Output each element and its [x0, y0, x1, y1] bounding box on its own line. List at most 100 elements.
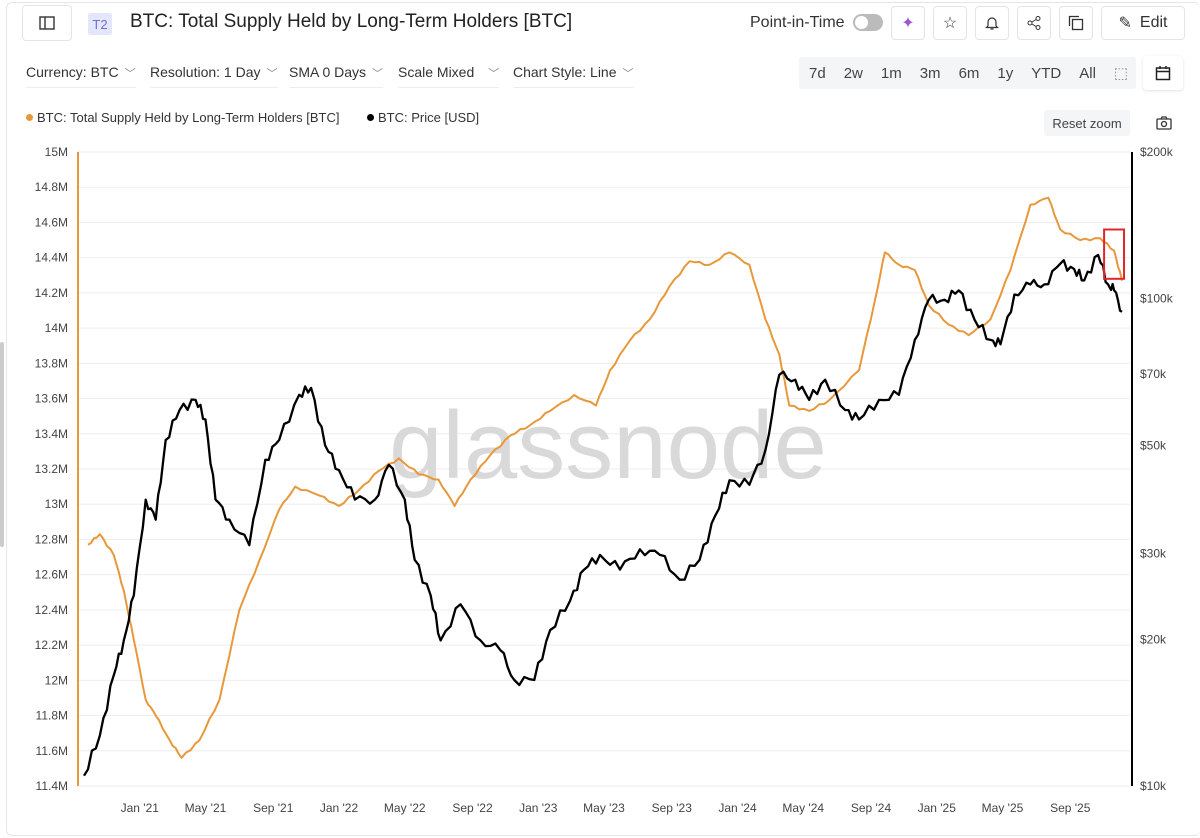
left-axis-tick-label: 11.6M: [36, 744, 68, 758]
sparkle-icon: ✦: [901, 15, 915, 32]
x-axis-tick-label: Sep '24: [851, 801, 892, 815]
screenshot-button[interactable]: [1150, 110, 1178, 136]
share-icon: [1027, 16, 1041, 30]
highlight-box: [1103, 228, 1126, 280]
left-axis-tick-label: 12.4M: [35, 603, 68, 617]
range-ytd[interactable]: YTD: [1031, 64, 1062, 82]
x-axis-tick-label: May '22: [384, 801, 426, 815]
scale-label: Scale Mixed: [398, 64, 475, 80]
left-axis-tick-label: 13.2M: [35, 462, 68, 476]
x-axis-tick-label: May '23: [583, 801, 625, 815]
sidebar-toggle-button[interactable]: [22, 5, 72, 41]
right-axis-tick-label: $50k: [1140, 438, 1167, 452]
left-axis-tick-label: 11.4M: [36, 779, 68, 793]
alert-button[interactable]: [975, 6, 1009, 40]
right-axis-tick-label: $10k: [1140, 779, 1167, 793]
range-3m[interactable]: 3m: [919, 64, 941, 82]
legend-item-lth-supply[interactable]: BTC: Total Supply Held by Long-Term Hold…: [26, 110, 340, 125]
currency-dropdown[interactable]: Currency: BTC ﹀: [26, 64, 136, 88]
resolution-label: Resolution: 1 Day: [150, 64, 261, 80]
currency-label: Currency: BTC: [26, 64, 119, 80]
legend-dot: [26, 114, 33, 121]
chevron-down-icon: ﹀: [124, 68, 136, 80]
x-axis-tick-label: May '24: [782, 801, 824, 815]
chart-style-dropdown[interactable]: Chart Style: Line ﹀: [513, 64, 634, 88]
legend-dot: [367, 114, 374, 121]
x-axis-tick-label: Jan '24: [718, 801, 757, 815]
lth-supply-line: [87, 196, 1123, 759]
point-in-time-toggle[interactable]: [853, 14, 883, 31]
chevron-down-icon: ﹀: [266, 68, 278, 80]
sma-label: SMA 0 Days: [289, 64, 367, 80]
right-axis-tick-label: $100k: [1140, 292, 1174, 306]
range-1m[interactable]: 1m: [880, 64, 902, 82]
btc-price-line: [83, 253, 1123, 777]
x-axis-tick-label: Jan '23: [519, 801, 558, 815]
left-axis-tick-label: 13.4M: [35, 427, 68, 441]
time-range-selector: 7d 2w 1m 3m 6m 1y YTD All ⬚: [799, 57, 1136, 89]
x-axis-tick-label: Jan '21: [121, 801, 160, 815]
left-axis-tick-label: 14.6M: [35, 215, 68, 229]
page-scrollbar[interactable]: [0, 342, 4, 547]
left-axis-tick-label: 14.4M: [35, 251, 68, 265]
x-axis-tick-label: Sep '23: [652, 801, 693, 815]
sidebar-icon: [39, 16, 55, 30]
camera-icon: [1156, 116, 1172, 130]
share-button[interactable]: [1017, 6, 1051, 40]
left-axis-tick-label: 12M: [45, 673, 68, 687]
left-axis-tick-label: 14M: [45, 321, 68, 335]
range-7d[interactable]: 7d: [809, 64, 826, 82]
star-icon: ☆: [942, 15, 958, 32]
resolution-dropdown[interactable]: Resolution: 1 Day ﹀: [150, 64, 278, 88]
x-axis-tick-label: Sep '22: [452, 801, 493, 815]
right-axis-tick-label: $70k: [1140, 367, 1167, 381]
copy-icon: [1068, 15, 1084, 31]
right-axis-tick-label: $20k: [1140, 632, 1167, 646]
left-axis-tick-label: 14.2M: [35, 286, 68, 300]
duplicate-button[interactable]: [1059, 6, 1093, 40]
zoom-select-icon[interactable]: ⬚: [1113, 65, 1129, 82]
chevron-down-icon: ﹀: [622, 68, 634, 80]
legend-label: BTC: Price [USD]: [378, 110, 480, 125]
range-6m[interactable]: 6m: [958, 64, 980, 82]
calendar-icon: [1155, 66, 1171, 81]
legend-item-price[interactable]: BTC: Price [USD]: [367, 110, 479, 125]
left-axis-tick-label: 13M: [45, 497, 68, 511]
chevron-down-icon: ﹀: [372, 68, 384, 80]
x-axis-tick-label: May '21: [185, 801, 227, 815]
left-axis-tick-label: 12.6M: [35, 568, 68, 582]
x-axis-tick-label: May '25: [982, 801, 1024, 815]
bell-icon: [985, 17, 999, 30]
x-axis-tick-label: Jan '22: [320, 801, 359, 815]
right-axis-tick-label: $200k: [1140, 145, 1174, 159]
chart-style-label: Chart Style: Line: [513, 64, 617, 80]
left-axis-tick-label: 15M: [45, 145, 68, 159]
ai-sparkle-button[interactable]: ✦: [891, 6, 925, 40]
tier-badge: T2: [88, 13, 112, 35]
left-axis-tick-label: 12.2M: [35, 638, 68, 652]
left-axis-tick-label: 13.6M: [35, 392, 68, 406]
right-axis-tick-label: $30k: [1140, 546, 1167, 560]
favorite-button[interactable]: ☆: [933, 6, 967, 40]
left-axis-tick-label: 14.8M: [35, 180, 68, 194]
scale-dropdown[interactable]: Scale Mixed ﹀: [398, 64, 500, 88]
date-picker-button[interactable]: [1143, 56, 1183, 90]
x-axis-tick-label: Sep '21: [253, 801, 294, 815]
chart-card: [6, 2, 1200, 836]
legend-label: BTC: Total Supply Held by Long-Term Hold…: [37, 110, 340, 125]
x-axis-tick-label: Sep '25: [1050, 801, 1091, 815]
x-axis-tick-label: Jan '25: [918, 801, 957, 815]
edit-label: Edit: [1139, 14, 1168, 31]
left-axis-tick-label: 11.8M: [36, 709, 68, 723]
range-1y[interactable]: 1y: [997, 64, 1014, 82]
sma-dropdown[interactable]: SMA 0 Days ﹀: [289, 64, 384, 88]
page-title: BTC: Total Supply Held by Long-Term Hold…: [130, 11, 573, 32]
reset-zoom-button[interactable]: Reset zoom: [1044, 110, 1130, 136]
pencil-icon: ✎: [1118, 15, 1132, 32]
edit-button[interactable]: ✎ Edit: [1101, 6, 1185, 40]
range-2w[interactable]: 2w: [843, 64, 863, 82]
glassnode-watermark: glassnode: [389, 392, 827, 499]
point-in-time-label: Point-in-Time: [750, 14, 845, 31]
range-all[interactable]: All: [1079, 64, 1096, 82]
